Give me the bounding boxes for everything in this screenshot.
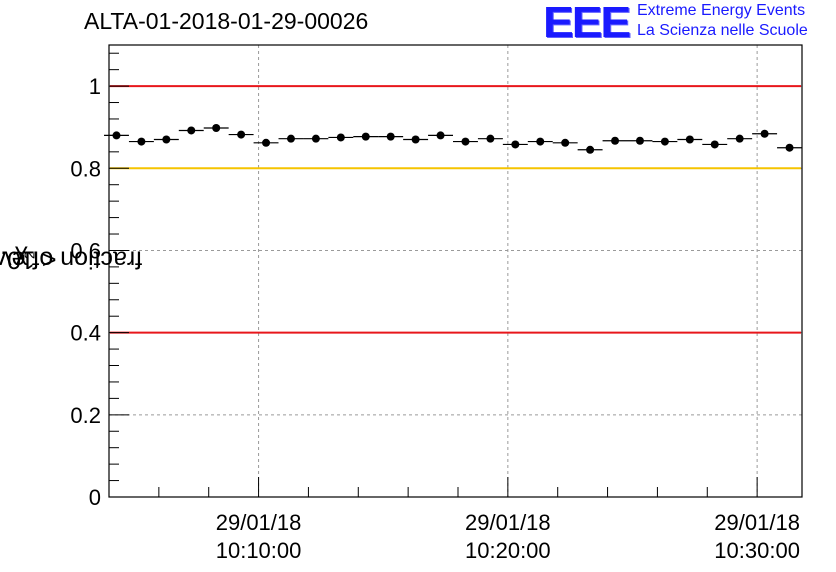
data-point-marker xyxy=(311,134,320,143)
data-point-marker xyxy=(660,137,669,146)
data-point-marker xyxy=(361,132,370,141)
data-point xyxy=(502,140,528,149)
data-point xyxy=(278,134,304,143)
data-point-marker xyxy=(486,134,495,143)
y-tick-label: 0 xyxy=(89,485,101,510)
data-point-marker xyxy=(735,134,744,143)
data-point xyxy=(777,143,802,152)
data-point xyxy=(128,137,154,146)
data-point xyxy=(253,138,279,147)
data-point-marker xyxy=(586,145,595,154)
data-points xyxy=(104,124,802,154)
x-tick-label-date: 29/01/18 xyxy=(216,510,302,535)
plot-frame xyxy=(108,44,803,498)
data-point-marker xyxy=(187,126,196,135)
data-point xyxy=(328,133,354,142)
data-point-marker xyxy=(286,134,295,143)
data-point-marker xyxy=(137,137,146,146)
y-tick-label: 0.8 xyxy=(70,156,101,181)
data-point-marker xyxy=(511,140,520,149)
grid-layer xyxy=(109,45,802,497)
data-point xyxy=(577,145,603,154)
data-point-marker xyxy=(461,137,470,146)
data-point xyxy=(203,124,229,133)
data-point xyxy=(477,134,503,143)
logo-text-line2: La Scienza nelle Scuole xyxy=(637,22,808,39)
data-point-marker xyxy=(536,137,545,146)
data-point-marker xyxy=(336,133,345,142)
x-tick-label-time: 10:20:00 xyxy=(465,538,551,563)
data-point xyxy=(702,140,728,149)
data-point xyxy=(652,137,678,146)
data-point xyxy=(453,137,478,146)
reference-lines xyxy=(110,85,801,334)
data-point xyxy=(552,138,578,147)
y-tick-label: 0.4 xyxy=(70,321,101,346)
data-point xyxy=(602,136,628,145)
data-point xyxy=(378,132,404,141)
data-point-marker xyxy=(262,138,271,147)
data-point xyxy=(178,126,204,135)
data-point-marker xyxy=(710,140,719,149)
data-point-marker xyxy=(436,131,445,140)
data-point-marker xyxy=(112,131,121,140)
x-tick-label-time: 10:30:00 xyxy=(714,538,800,563)
logo-text-line1: Extreme Energy Events xyxy=(637,2,806,19)
data-point-marker xyxy=(386,132,395,141)
chart-title: ALTA-01-2018-01-29-00026 xyxy=(84,8,369,34)
data-point xyxy=(727,134,753,143)
data-point-marker xyxy=(685,135,694,144)
data-point xyxy=(153,135,179,144)
data-point-marker xyxy=(237,130,246,139)
data-point xyxy=(353,132,379,141)
data-point xyxy=(627,136,653,145)
data-point xyxy=(228,130,254,139)
eee-logo: EEE xyxy=(543,0,631,47)
data-point-marker xyxy=(785,143,794,152)
data-point-marker xyxy=(411,135,420,144)
x-tick-label-date: 29/01/18 xyxy=(465,510,551,535)
x-tick-label-time: 10:10:00 xyxy=(216,538,302,563)
data-point xyxy=(403,135,429,144)
data-point-marker xyxy=(760,129,769,138)
data-point-marker xyxy=(212,124,221,133)
data-point xyxy=(527,137,553,146)
y-tick-label: 1 xyxy=(89,74,101,99)
data-point xyxy=(428,131,454,140)
axis-ticks: 0 0.2 0.4 0.6 0.8 1 29/01/18 10:10:00 29/01/18 10… xyxy=(70,52,800,563)
data-point xyxy=(104,131,129,140)
y-tick-label: 0.6 xyxy=(70,238,101,263)
y-tick-label: 0.2 xyxy=(70,403,101,428)
data-point xyxy=(752,129,778,138)
data-point xyxy=(303,134,329,143)
data-point-marker xyxy=(561,138,570,147)
data-point xyxy=(677,135,703,144)
data-point-marker xyxy=(162,135,171,144)
x-tick-label-date: 29/01/18 xyxy=(714,510,800,535)
data-point-marker xyxy=(611,136,620,145)
data-point-marker xyxy=(635,136,644,145)
